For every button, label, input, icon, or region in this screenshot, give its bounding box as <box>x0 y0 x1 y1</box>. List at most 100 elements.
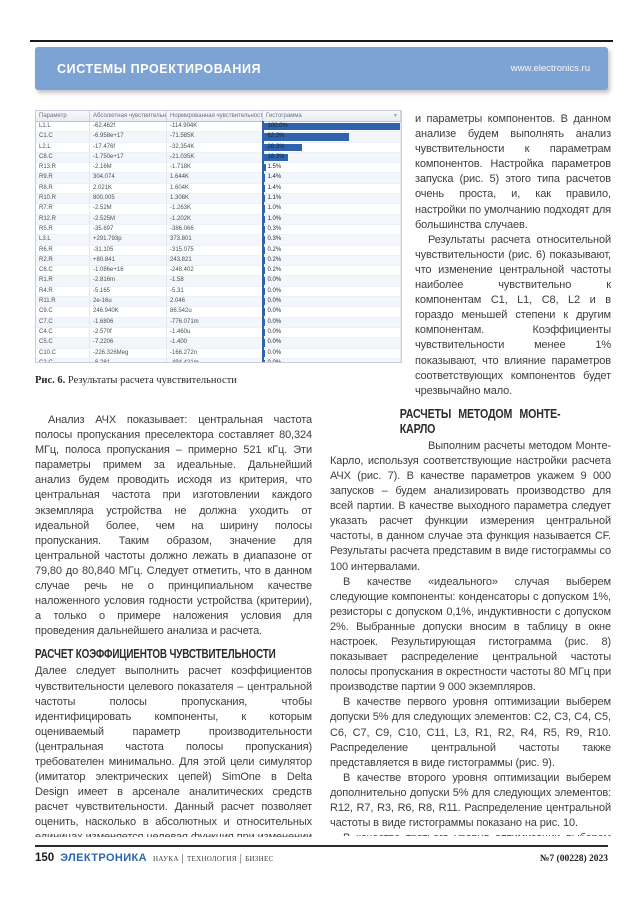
param-cell: C2.C <box>36 358 90 362</box>
paragraph-sensitivity: Далее следует выполнить расчет коэффицие… <box>35 665 312 837</box>
norm-sensitivity-cell: 86.542u <box>166 306 263 318</box>
param-cell: R1.R <box>36 275 90 287</box>
table-row: R1.R -2.816m -1.58 0.0% <box>36 275 401 287</box>
abs-sensitivity-cell: +291.793p <box>89 234 167 246</box>
col-header-histogram: Гистограмма ▼ <box>262 111 401 122</box>
paragraph-optimization-2: В качестве второго уровня оптимизации вы… <box>330 771 611 830</box>
table-row: C1.C -6.958e+17 -71.585K 62.3% <box>36 131 401 143</box>
histogram-bar <box>264 359 265 362</box>
norm-sensitivity-cell: -1.400 <box>166 337 263 349</box>
abs-sensitivity-cell: 246.940K <box>89 306 167 318</box>
abs-sensitivity-cell: -35.697 <box>89 224 167 236</box>
table-row: C2.C -6.281 -494.421m 0.0% <box>36 358 401 362</box>
table-row: R4.R -5.165 -5.31 0.0% <box>36 286 401 298</box>
norm-sensitivity-cell: 1.604K <box>166 183 263 195</box>
param-cell: R7.R <box>36 203 90 215</box>
abs-sensitivity-cell: 800.005 <box>89 193 167 205</box>
param-cell: C10.C <box>36 348 90 359</box>
table-row: C5.C -7.2206 -1.400 0.0% <box>36 337 401 349</box>
table-row: C7.C -1.6806 -776.071m 0.0% <box>36 317 401 328</box>
histogram-percent: 0.0% <box>267 318 282 325</box>
figure-caption-text: Результаты расчета чувствительности <box>67 375 237 386</box>
histogram-bar <box>264 267 265 275</box>
param-cell: C6.C <box>36 265 90 277</box>
histogram-cell: 0.2% <box>261 245 401 256</box>
histogram-percent: 0.0% <box>267 349 282 356</box>
histogram-cell: 0.0% <box>261 348 401 359</box>
figure-caption-label: Рис. 6. <box>35 375 66 386</box>
issue-number: №7 (00228) 2023 <box>539 854 608 864</box>
histogram-bar <box>264 328 265 337</box>
col-header-histogram-label: Гистограмма <box>266 113 302 119</box>
journal-tagline: наука | технология | бизнес <box>153 853 274 864</box>
section-title: СИСТЕМЫ ПРОЕКТИРОВАНИЯ <box>57 61 262 76</box>
table-row: R11.R 2e-16u 2.046 0.0% <box>36 296 401 308</box>
histogram-bar <box>264 123 400 131</box>
table-row: C10.C -226.326Meg -166.272n 0.0% <box>36 348 401 359</box>
abs-sensitivity-cell: -226.326Meg <box>89 348 167 359</box>
norm-sensitivity-cell: -71.585K <box>166 131 263 143</box>
histogram-percent: 0.3% <box>267 225 282 232</box>
table-row: C4.C -2.570f -1.460u 0.0% <box>36 327 401 339</box>
paragraph-optimization-1: В качестве первого уровня оптимизации вы… <box>330 696 611 769</box>
histogram-cell: 0.3% <box>261 234 401 246</box>
norm-sensitivity-cell: -248.402 <box>166 265 263 277</box>
abs-sensitivity-cell: -2.816m <box>89 275 167 287</box>
histogram-bar <box>264 318 265 326</box>
histogram-bar <box>264 174 266 182</box>
website-link[interactable]: www.electronics.ru <box>510 63 590 74</box>
histogram-bar <box>264 287 265 296</box>
param-cell: L2.L <box>36 142 90 153</box>
norm-sensitivity-cell: 2.046 <box>166 296 263 308</box>
histogram-cell: 0.0% <box>261 296 401 308</box>
param-cell: C5.C <box>36 337 90 349</box>
norm-sensitivity-cell: -21.035K <box>166 152 263 164</box>
histogram-bar <box>264 277 265 285</box>
abs-sensitivity-cell: -1.750e+17 <box>89 152 167 164</box>
abs-sensitivity-cell: -31.105 <box>89 245 167 256</box>
histogram-bar <box>264 164 266 172</box>
norm-sensitivity-cell: 373.801 <box>166 234 263 246</box>
param-cell: R8.R <box>36 183 90 195</box>
norm-sensitivity-cell: 243.821 <box>166 255 263 267</box>
histogram-bar <box>264 349 265 357</box>
table-row: R7.R -2.52M -1.263K 1.0% <box>36 203 401 215</box>
paragraph-analysis: Анализ АЧХ показывает: центральная часто… <box>35 414 312 638</box>
page-number: 150 <box>35 852 55 864</box>
norm-sensitivity-cell: -776.071m <box>166 317 263 328</box>
param-cell: R13.R <box>36 162 90 174</box>
abs-sensitivity-cell: -5.165 <box>89 286 167 298</box>
histogram-cell: 0.2% <box>261 255 401 267</box>
table-row: R2.R +80.841 243.821 0.2% <box>36 255 401 267</box>
histogram-percent: 1.4% <box>267 184 282 191</box>
histogram-percent: 0.0% <box>267 287 282 294</box>
table-row: C6.C -1.086e+16 -248.402 0.2% <box>36 265 401 277</box>
histogram-bar <box>264 308 265 316</box>
histogram-bar <box>264 246 265 254</box>
table-row: R5.R -35.697 -386.066 0.3% <box>36 224 401 236</box>
table-row: R10.R 800.005 1.308K 1.1% <box>36 193 401 205</box>
abs-sensitivity-cell: -1.6806 <box>89 317 167 328</box>
norm-sensitivity-cell: -494.421m <box>166 358 263 362</box>
abs-sensitivity-cell: -2.16M <box>89 162 167 174</box>
section-banner: СИСТЕМЫ ПРОЕКТИРОВАНИЯ www.electronics.r… <box>35 47 608 90</box>
param-cell: R5.R <box>36 224 90 236</box>
norm-sensitivity-cell: -114.904K <box>166 121 263 133</box>
histogram-cell: 0.0% <box>261 275 401 287</box>
paragraph-optimization-3: В качестве третьего уровня оптимизации в… <box>330 831 611 836</box>
param-cell: L3.L <box>36 234 90 246</box>
journal-brand: ЭЛЕКТРОНИКА <box>60 852 148 864</box>
col-header-param: Параметр <box>36 111 90 122</box>
paragraph-results: Результаты расчета относительной чувстви… <box>415 233 611 397</box>
col-header-abs: Абсолютная чувствительность <box>89 111 167 122</box>
histogram-percent: 0.0% <box>267 277 282 284</box>
norm-sensitivity-cell: -1.263K <box>166 203 263 215</box>
norm-sensitivity-cell: -1.460u <box>166 327 263 339</box>
abs-sensitivity-cell: 304.074 <box>89 172 167 184</box>
norm-sensitivity-cell: 1.308K <box>166 193 263 205</box>
histogram-percent: 0.0% <box>267 339 282 346</box>
histogram-cell: 0.0% <box>261 327 401 339</box>
histogram-percent: 1.4% <box>267 174 282 181</box>
abs-sensitivity-cell: -17.476f <box>89 142 167 153</box>
